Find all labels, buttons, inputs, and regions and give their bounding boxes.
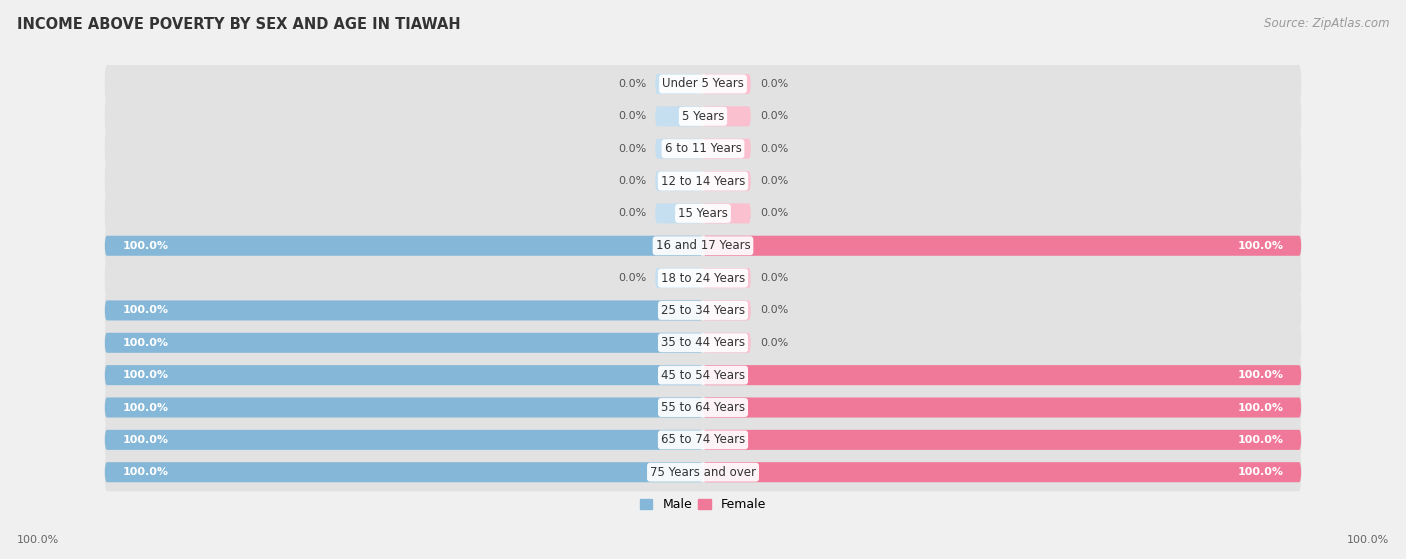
Text: 0.0%: 0.0% [617, 176, 647, 186]
Text: 12 to 14 Years: 12 to 14 Years [661, 174, 745, 187]
FancyBboxPatch shape [104, 130, 1302, 168]
FancyBboxPatch shape [703, 268, 751, 288]
FancyBboxPatch shape [104, 430, 703, 450]
Text: 100.0%: 100.0% [122, 305, 169, 315]
FancyBboxPatch shape [104, 300, 703, 320]
FancyBboxPatch shape [703, 106, 751, 126]
FancyBboxPatch shape [104, 291, 1302, 329]
FancyBboxPatch shape [655, 74, 703, 94]
Text: 100.0%: 100.0% [122, 435, 169, 445]
Text: 100.0%: 100.0% [1237, 435, 1284, 445]
FancyBboxPatch shape [703, 300, 751, 320]
Legend: Male, Female: Male, Female [636, 494, 770, 517]
FancyBboxPatch shape [104, 65, 1302, 103]
FancyBboxPatch shape [104, 227, 1302, 265]
FancyBboxPatch shape [104, 397, 703, 418]
FancyBboxPatch shape [655, 268, 703, 288]
Text: 0.0%: 0.0% [617, 209, 647, 219]
FancyBboxPatch shape [703, 171, 751, 191]
Text: 45 to 54 Years: 45 to 54 Years [661, 368, 745, 382]
Text: 0.0%: 0.0% [759, 209, 789, 219]
FancyBboxPatch shape [655, 106, 703, 126]
FancyBboxPatch shape [655, 139, 703, 159]
Text: 35 to 44 Years: 35 to 44 Years [661, 337, 745, 349]
Text: 100.0%: 100.0% [122, 338, 169, 348]
FancyBboxPatch shape [104, 162, 1302, 200]
Text: 0.0%: 0.0% [617, 273, 647, 283]
FancyBboxPatch shape [104, 324, 1302, 362]
Text: 100.0%: 100.0% [17, 535, 59, 545]
Text: Under 5 Years: Under 5 Years [662, 78, 744, 91]
Text: 55 to 64 Years: 55 to 64 Years [661, 401, 745, 414]
Text: 100.0%: 100.0% [122, 402, 169, 413]
FancyBboxPatch shape [703, 74, 751, 94]
Text: 100.0%: 100.0% [122, 241, 169, 251]
Text: 0.0%: 0.0% [617, 79, 647, 89]
Text: 75 Years and over: 75 Years and over [650, 466, 756, 479]
Text: 0.0%: 0.0% [759, 176, 789, 186]
Text: 0.0%: 0.0% [759, 79, 789, 89]
FancyBboxPatch shape [104, 259, 1302, 297]
Text: INCOME ABOVE POVERTY BY SEX AND AGE IN TIAWAH: INCOME ABOVE POVERTY BY SEX AND AGE IN T… [17, 17, 461, 32]
Text: 0.0%: 0.0% [759, 305, 789, 315]
Text: 100.0%: 100.0% [122, 467, 169, 477]
FancyBboxPatch shape [703, 203, 751, 224]
Text: 65 to 74 Years: 65 to 74 Years [661, 433, 745, 446]
FancyBboxPatch shape [104, 356, 1302, 394]
Text: 100.0%: 100.0% [1237, 241, 1284, 251]
FancyBboxPatch shape [703, 430, 1302, 450]
Text: 100.0%: 100.0% [1237, 402, 1284, 413]
Text: 16 and 17 Years: 16 and 17 Years [655, 239, 751, 252]
Text: 5 Years: 5 Years [682, 110, 724, 123]
FancyBboxPatch shape [703, 139, 751, 159]
Text: 100.0%: 100.0% [1347, 535, 1389, 545]
Text: Source: ZipAtlas.com: Source: ZipAtlas.com [1264, 17, 1389, 30]
Text: 100.0%: 100.0% [1237, 467, 1284, 477]
Text: 0.0%: 0.0% [759, 273, 789, 283]
FancyBboxPatch shape [104, 195, 1302, 233]
Text: 6 to 11 Years: 6 to 11 Years [665, 142, 741, 155]
FancyBboxPatch shape [104, 421, 1302, 459]
FancyBboxPatch shape [104, 97, 1302, 135]
FancyBboxPatch shape [703, 333, 751, 353]
Text: 25 to 34 Years: 25 to 34 Years [661, 304, 745, 317]
Text: 15 Years: 15 Years [678, 207, 728, 220]
Text: 0.0%: 0.0% [759, 111, 789, 121]
Text: 0.0%: 0.0% [617, 111, 647, 121]
FancyBboxPatch shape [104, 462, 703, 482]
FancyBboxPatch shape [655, 203, 703, 224]
FancyBboxPatch shape [655, 171, 703, 191]
Text: 0.0%: 0.0% [617, 144, 647, 154]
FancyBboxPatch shape [104, 365, 703, 385]
Text: 18 to 24 Years: 18 to 24 Years [661, 272, 745, 285]
Text: 0.0%: 0.0% [759, 338, 789, 348]
FancyBboxPatch shape [703, 462, 1302, 482]
FancyBboxPatch shape [104, 333, 703, 353]
FancyBboxPatch shape [703, 397, 1302, 418]
FancyBboxPatch shape [104, 389, 1302, 427]
Text: 100.0%: 100.0% [122, 370, 169, 380]
Text: 100.0%: 100.0% [1237, 370, 1284, 380]
FancyBboxPatch shape [703, 365, 1302, 385]
FancyBboxPatch shape [104, 453, 1302, 491]
Text: 0.0%: 0.0% [759, 144, 789, 154]
FancyBboxPatch shape [703, 236, 1302, 256]
FancyBboxPatch shape [104, 236, 703, 256]
